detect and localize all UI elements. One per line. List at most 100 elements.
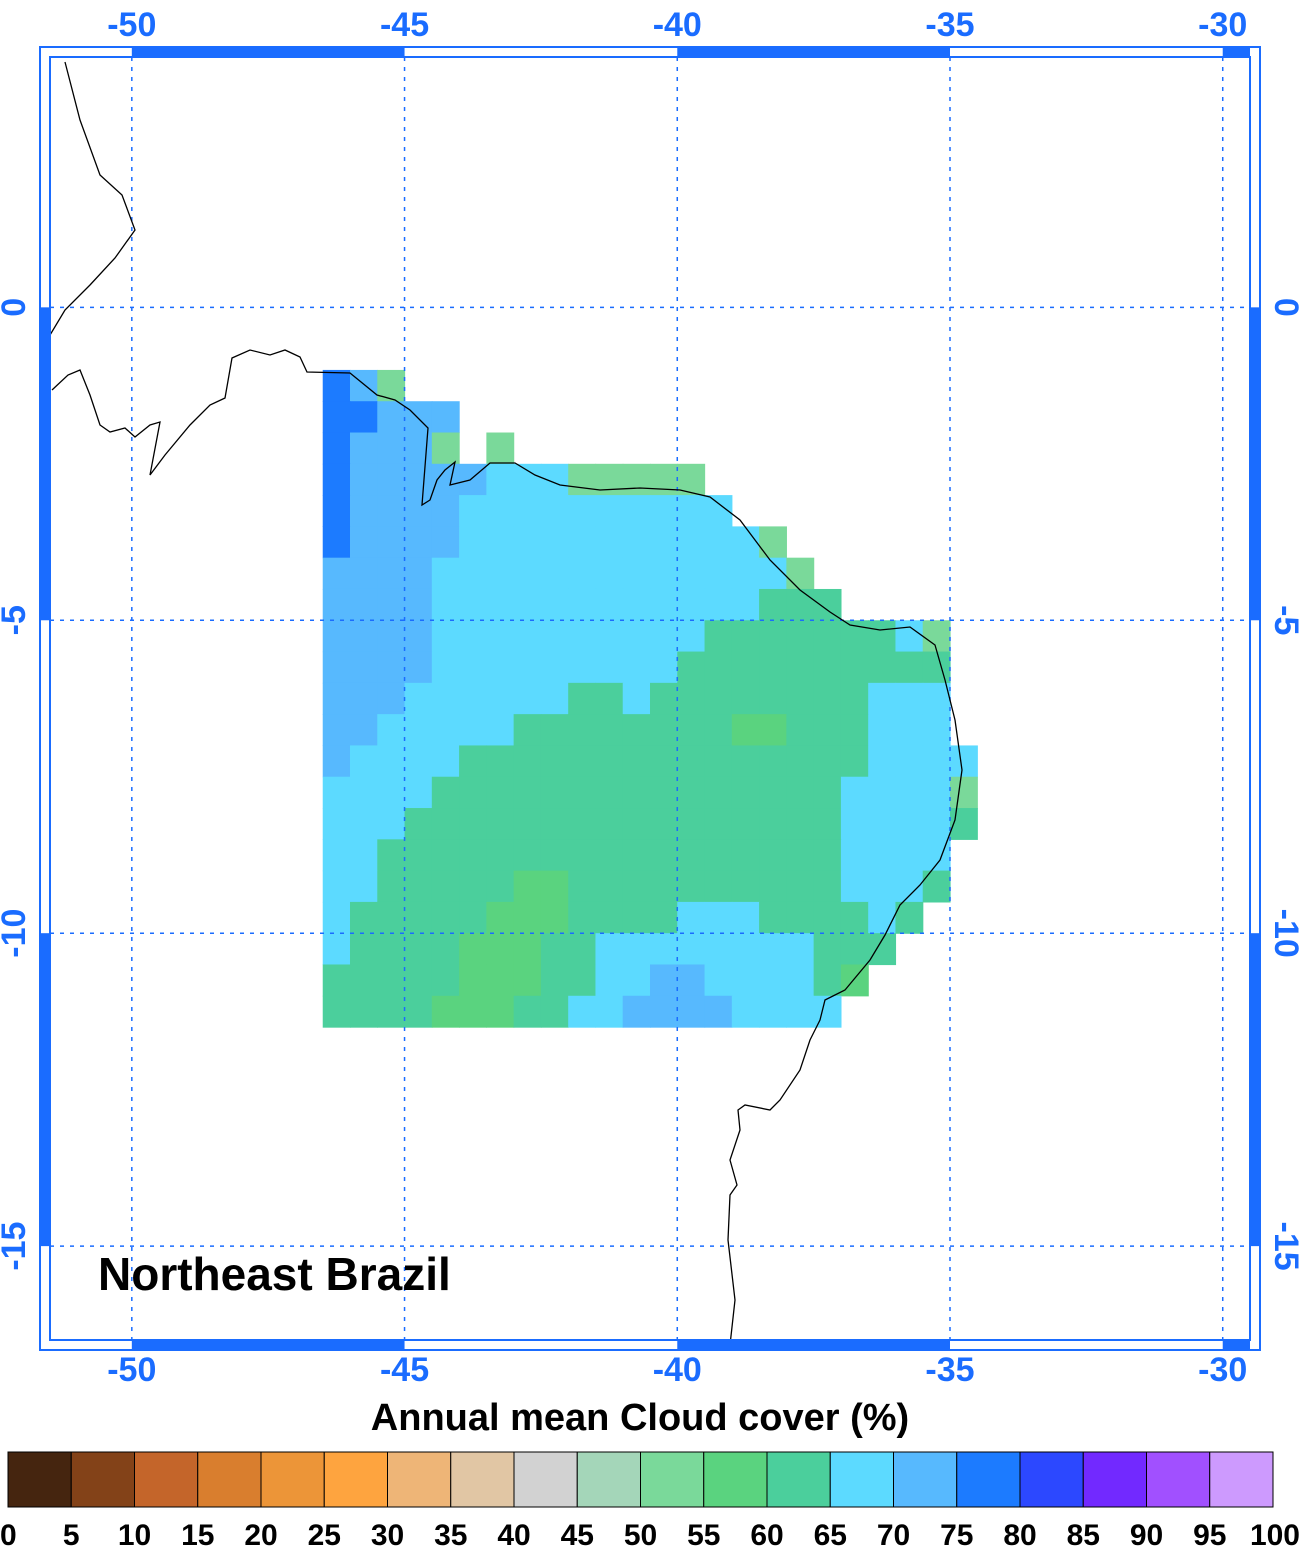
- grid-cell: [322, 933, 351, 966]
- colorbar-tick-label: 15: [181, 1519, 214, 1552]
- grid-cell: [322, 870, 351, 903]
- grid-cell: [377, 745, 406, 778]
- grid-cell: [513, 714, 542, 747]
- grid-cell: [568, 933, 597, 966]
- grid-cell: [459, 682, 487, 715]
- grid-cell: [813, 839, 842, 872]
- grid-cell: [431, 839, 460, 872]
- grid-cell: [731, 808, 760, 840]
- grid-cell: [540, 776, 569, 809]
- colorbar-tick-label: 0: [0, 1519, 17, 1552]
- grid-cell: [677, 620, 706, 653]
- grid-cell: [350, 995, 378, 1028]
- outer-frame: [39, 46, 1261, 1351]
- grid-cell: [813, 651, 842, 684]
- grid-cell: [431, 526, 460, 559]
- grid-cell: [868, 839, 897, 872]
- grid-cell: [540, 901, 569, 934]
- grid-cell: [404, 808, 433, 840]
- grid-cell: [759, 870, 787, 903]
- grid-cell: [486, 463, 515, 496]
- grid-cell: [459, 620, 487, 653]
- grid-cell: [895, 651, 924, 684]
- grid-cell: [759, 526, 787, 559]
- grid-cell: [677, 714, 706, 747]
- grid-cell: [895, 714, 924, 747]
- grid-cell: [759, 901, 787, 934]
- grid-cell: [759, 588, 787, 621]
- grid-cell: [540, 651, 569, 684]
- grid-cell: [377, 933, 406, 966]
- grid-cell: [840, 964, 869, 997]
- grid-cell: [786, 557, 815, 590]
- grid-cell: [677, 808, 706, 840]
- grid-cell: [595, 839, 624, 872]
- grid-cell: [459, 651, 487, 684]
- grid-cell: [431, 588, 460, 621]
- grid-cell: [459, 495, 487, 527]
- x-tick-label: -30: [1198, 1351, 1247, 1389]
- grid-cell: [431, 870, 460, 903]
- colorbar-tick-label: 75: [940, 1519, 973, 1552]
- grid-cell: [595, 588, 624, 621]
- grid-cell: [704, 682, 733, 715]
- grid-cell: [759, 995, 787, 1028]
- grid-cell: [322, 495, 351, 527]
- grid-cell: [759, 745, 787, 778]
- colorbar-tick-label: 55: [687, 1519, 720, 1552]
- grid-cell: [868, 745, 897, 778]
- grid-cell: [431, 714, 460, 747]
- colorbar-swatch: [1019, 1451, 1084, 1508]
- grid-cell: [322, 651, 351, 684]
- y-tick-label: -5: [1267, 605, 1300, 635]
- grid-cell: [377, 588, 406, 621]
- x-tick-label: -45: [380, 6, 429, 44]
- colorbar-swatch: [7, 1451, 72, 1508]
- colorbar-swatch: [450, 1451, 515, 1508]
- axis-band: [677, 47, 950, 57]
- y-tick-label: -10: [0, 909, 33, 958]
- grid-cell: [404, 745, 433, 778]
- y-tick-label: -10: [1267, 909, 1300, 958]
- grid-cell: [677, 495, 706, 527]
- grid-cell: [731, 933, 760, 966]
- grid-cell: [786, 901, 815, 934]
- grid-cell: [650, 839, 678, 872]
- grid-cell: [459, 933, 487, 966]
- grid-cell: [322, 745, 351, 778]
- colorbar-tick-label: 90: [1130, 1519, 1163, 1552]
- axis-band: [1250, 307, 1260, 621]
- grid-cell: [486, 620, 515, 653]
- grid-cell: [486, 432, 515, 465]
- colorbar-tick-label: 20: [244, 1519, 277, 1552]
- grid-cell: [813, 808, 842, 840]
- grid-cell: [322, 714, 351, 747]
- grid-cell: [677, 776, 706, 809]
- grid-cell: [322, 839, 351, 872]
- grid-cell: [459, 995, 487, 1028]
- grid-cell: [813, 995, 842, 1028]
- grid-cell: [350, 495, 378, 527]
- grid-cell: [622, 870, 651, 903]
- colorbar-swatch: [323, 1451, 388, 1508]
- y-tick-label: 0: [1267, 298, 1300, 317]
- grid-cell: [540, 995, 569, 1028]
- grid-cell: [513, 964, 542, 997]
- grid-cell: [568, 588, 597, 621]
- grid-cell: [813, 620, 842, 653]
- grid-cell: [431, 620, 460, 653]
- coastline: [50, 61, 963, 1340]
- colorbar-tick-label: 95: [1193, 1519, 1226, 1552]
- y-tick-label: -5: [0, 605, 33, 635]
- colorbar-swatch: [766, 1451, 831, 1508]
- inner-frame: [49, 56, 1251, 1341]
- grid-cell: [350, 526, 378, 559]
- grid-cell: [350, 714, 378, 747]
- grid-cell: [950, 745, 978, 778]
- grid-cell: [486, 964, 515, 997]
- grid-cell: [595, 808, 624, 840]
- grid-cell: [813, 745, 842, 778]
- grid-cell: [568, 870, 597, 903]
- axis-band: [1222, 47, 1250, 57]
